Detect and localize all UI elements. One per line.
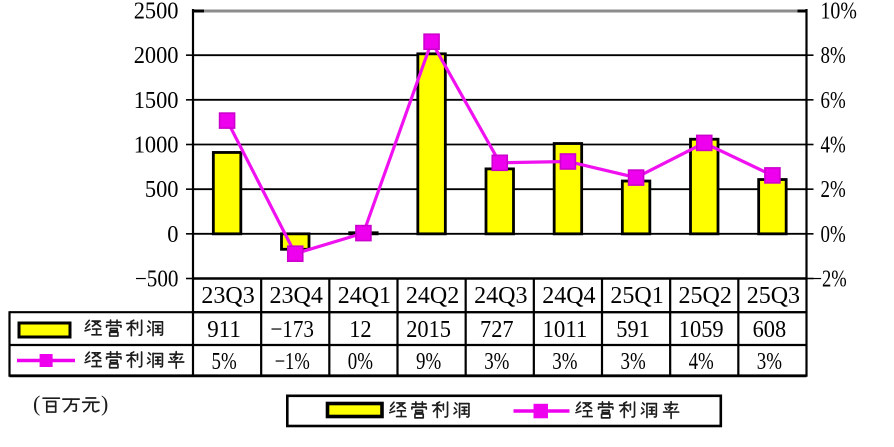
- svg-text:1000: 1000: [134, 133, 179, 159]
- svg-text:3%: 3%: [552, 349, 577, 375]
- svg-text:500: 500: [145, 177, 179, 203]
- svg-text:0: 0: [167, 222, 178, 248]
- svg-text:2015: 2015: [406, 317, 451, 343]
- svg-text:8%: 8%: [821, 43, 846, 69]
- svg-text:10%: 10%: [821, 0, 857, 25]
- svg-text:2000: 2000: [134, 43, 179, 69]
- svg-text:−1%: −1%: [275, 349, 310, 375]
- svg-text:3%: 3%: [621, 349, 646, 375]
- svg-text:0%: 0%: [821, 222, 846, 248]
- svg-text:608: 608: [753, 317, 787, 343]
- svg-text:25Q3: 25Q3: [747, 283, 800, 309]
- svg-text:3%: 3%: [757, 349, 782, 375]
- svg-text:12: 12: [349, 317, 371, 343]
- svg-text:−500: −500: [135, 267, 179, 293]
- svg-text:9%: 9%: [416, 349, 441, 375]
- svg-text:): ): [101, 391, 108, 416]
- svg-text:24Q4: 24Q4: [542, 283, 595, 309]
- svg-text:2500: 2500: [134, 0, 179, 25]
- svg-text:1011: 1011: [543, 317, 588, 343]
- svg-text:25Q2: 25Q2: [679, 283, 732, 309]
- svg-text:591: 591: [616, 317, 650, 343]
- svg-text:4%: 4%: [821, 133, 846, 159]
- svg-text:24Q2: 24Q2: [406, 283, 459, 309]
- svg-text:25Q1: 25Q1: [610, 283, 663, 309]
- svg-text:24Q3: 24Q3: [474, 283, 527, 309]
- svg-text:1500: 1500: [134, 88, 179, 114]
- svg-text:4%: 4%: [689, 349, 714, 375]
- svg-text:−173: −173: [270, 317, 314, 343]
- svg-text:−2%: −2%: [812, 267, 847, 293]
- svg-text:24Q1: 24Q1: [338, 283, 391, 309]
- svg-text:(: (: [33, 391, 40, 416]
- svg-text:911: 911: [207, 317, 241, 343]
- svg-text:5%: 5%: [212, 349, 237, 375]
- svg-text:0%: 0%: [348, 349, 373, 375]
- svg-text:2%: 2%: [821, 177, 846, 203]
- svg-text:3%: 3%: [484, 349, 509, 375]
- svg-text:6%: 6%: [821, 88, 846, 114]
- svg-text:1059: 1059: [679, 317, 724, 343]
- svg-text:23Q3: 23Q3: [201, 283, 254, 309]
- svg-text:23Q4: 23Q4: [270, 283, 323, 309]
- svg-text:727: 727: [480, 317, 514, 343]
